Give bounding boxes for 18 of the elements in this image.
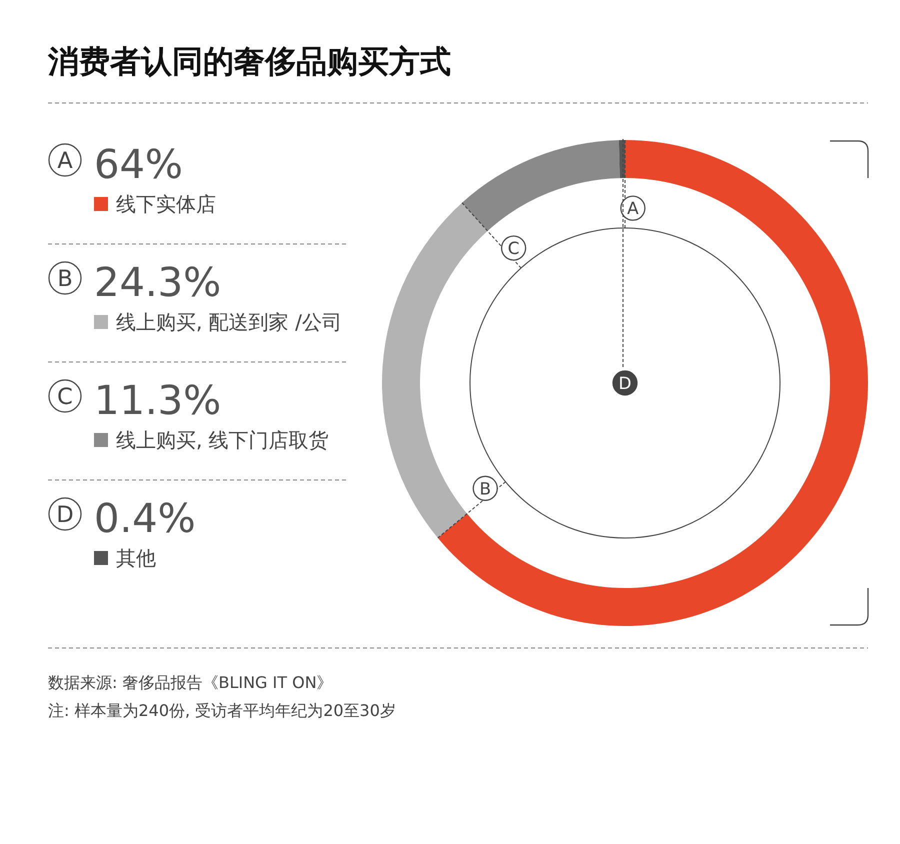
text: A xyxy=(57,148,73,174)
chart-title: 消费者认同的奢侈品购买方式 xyxy=(47,44,451,80)
legend-label: 其他 xyxy=(116,546,156,570)
donut-slice xyxy=(382,202,488,538)
data-label: 11.3% xyxy=(94,378,222,424)
data-label: 24.3% xyxy=(94,260,222,306)
text: C xyxy=(57,384,73,410)
text: 注: 样本量为240份, 受访者平均年纪为20至30岁 xyxy=(48,701,396,720)
legend-label: 线下实体店 xyxy=(116,192,216,216)
data-label: 64% xyxy=(94,142,183,188)
text: B xyxy=(57,266,73,292)
text: D xyxy=(56,502,74,528)
donut-slice xyxy=(438,140,868,626)
data-label: 0.4% xyxy=(94,496,196,542)
source-note: 数据来源: 奢侈品报告《BLING IT ON》 xyxy=(48,673,333,692)
donut-slice xyxy=(462,140,620,231)
legend-label: 线上购买, 配送到家 /公司 xyxy=(116,310,342,334)
legend-label: 线上购买, 线下门店取货 xyxy=(116,428,329,452)
